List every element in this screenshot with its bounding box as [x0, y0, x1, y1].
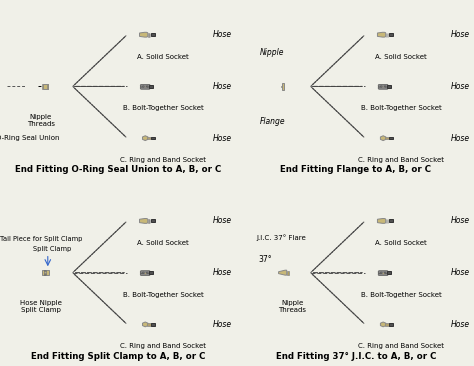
FancyBboxPatch shape [140, 87, 150, 89]
Text: J.I.C. 37° Flare: J.I.C. 37° Flare [256, 235, 306, 242]
Text: C. Ring and Band Socket: C. Ring and Band Socket [120, 157, 206, 163]
Text: A. Solid Socket: A. Solid Socket [137, 240, 189, 246]
Text: Split Clamp: Split Clamp [33, 246, 72, 252]
Bar [144, 272, 146, 273]
Bar [389, 33, 392, 36]
Polygon shape [381, 322, 386, 327]
Text: Flange: Flange [259, 117, 285, 127]
Text: B. Bolt-Together Socket: B. Bolt-Together Socket [123, 292, 204, 298]
Bar [389, 137, 392, 139]
Circle shape [143, 86, 144, 87]
Bar [47, 84, 48, 89]
Text: Hose: Hose [213, 216, 232, 225]
Text: Hose: Hose [451, 216, 470, 225]
Circle shape [143, 272, 144, 273]
Text: A. Solid Socket: A. Solid Socket [375, 54, 427, 60]
Text: Hose: Hose [213, 134, 232, 143]
Text: End Fitting Split Clamp to A, B, or C: End Fitting Split Clamp to A, B, or C [31, 352, 205, 361]
Text: Nipple: Nipple [260, 48, 284, 57]
Bar [144, 86, 146, 87]
Bar [149, 271, 153, 274]
Bar [283, 83, 284, 90]
Text: C. Ring and Band Socket: C. Ring and Band Socket [120, 343, 206, 350]
Bar [151, 323, 155, 326]
Text: End Fitting Flange to A, B, or C: End Fitting Flange to A, B, or C [281, 165, 431, 174]
Circle shape [384, 272, 386, 273]
Bar [43, 84, 48, 89]
Circle shape [384, 86, 386, 87]
FancyBboxPatch shape [140, 85, 150, 87]
Polygon shape [279, 270, 287, 275]
Bar [387, 85, 391, 88]
Text: Hose: Hose [451, 268, 470, 277]
Polygon shape [143, 136, 148, 141]
Text: Tail Piece for Split Clamp: Tail Piece for Split Clamp [0, 236, 82, 242]
Bar [389, 323, 392, 326]
Text: A. Solid Socket: A. Solid Socket [375, 240, 427, 246]
Text: End Fitting 37° J.I.C. to A, B, or C: End Fitting 37° J.I.C. to A, B, or C [276, 352, 436, 361]
Bar [385, 137, 389, 139]
Text: Hose: Hose [451, 30, 470, 39]
Text: C. Ring and Band Socket: C. Ring and Band Socket [358, 157, 444, 163]
Bar [42, 270, 49, 275]
Text: Hose: Hose [213, 320, 232, 329]
Bar [281, 86, 282, 87]
Circle shape [146, 272, 148, 273]
Text: A. Solid Socket: A. Solid Socket [137, 54, 189, 60]
Polygon shape [377, 219, 386, 223]
Circle shape [45, 272, 46, 273]
Bar [287, 271, 289, 274]
Circle shape [146, 86, 148, 87]
FancyBboxPatch shape [378, 87, 388, 89]
FancyBboxPatch shape [140, 273, 150, 276]
Text: Nipple
Threads: Nipple Threads [279, 300, 307, 313]
Text: Nipple
Threads: Nipple Threads [27, 114, 55, 127]
Bar [387, 271, 391, 274]
Polygon shape [381, 136, 386, 141]
Bar [44, 270, 45, 276]
Bar [151, 220, 155, 223]
Text: Hose Nipple
Split Clamp: Hose Nipple Split Clamp [20, 300, 62, 313]
Polygon shape [139, 32, 148, 37]
Bar [149, 85, 153, 88]
Text: C. Ring and Band Socket: C. Ring and Band Socket [358, 343, 444, 350]
Text: Hose: Hose [213, 30, 232, 39]
Polygon shape [139, 219, 148, 223]
Text: Hose: Hose [213, 82, 232, 91]
FancyBboxPatch shape [378, 273, 388, 276]
Text: Hose: Hose [213, 268, 232, 277]
Text: Hose: Hose [451, 82, 470, 91]
Bar [382, 272, 384, 273]
Bar [151, 33, 155, 36]
Bar [147, 323, 151, 326]
Bar [147, 137, 151, 139]
FancyBboxPatch shape [378, 85, 388, 87]
Bar [151, 137, 155, 139]
Text: B. Bolt-Together Socket: B. Bolt-Together Socket [361, 105, 442, 111]
Bar [382, 86, 384, 87]
Circle shape [381, 272, 382, 273]
Text: Hose: Hose [451, 320, 470, 329]
Bar [385, 323, 389, 326]
Polygon shape [377, 32, 386, 37]
Text: 37°: 37° [258, 255, 272, 264]
Text: Hose: Hose [451, 134, 470, 143]
Text: O-Ring Seal Union: O-Ring Seal Union [0, 135, 59, 141]
Text: B. Bolt-Together Socket: B. Bolt-Together Socket [361, 292, 442, 298]
Text: B. Bolt-Together Socket: B. Bolt-Together Socket [123, 105, 204, 111]
FancyBboxPatch shape [140, 271, 150, 273]
Bar [389, 220, 392, 223]
FancyBboxPatch shape [378, 271, 388, 273]
Polygon shape [143, 322, 148, 327]
Circle shape [381, 86, 382, 87]
Text: End Fitting O-Ring Seal Union to A, B, or C: End Fitting O-Ring Seal Union to A, B, o… [15, 165, 221, 174]
